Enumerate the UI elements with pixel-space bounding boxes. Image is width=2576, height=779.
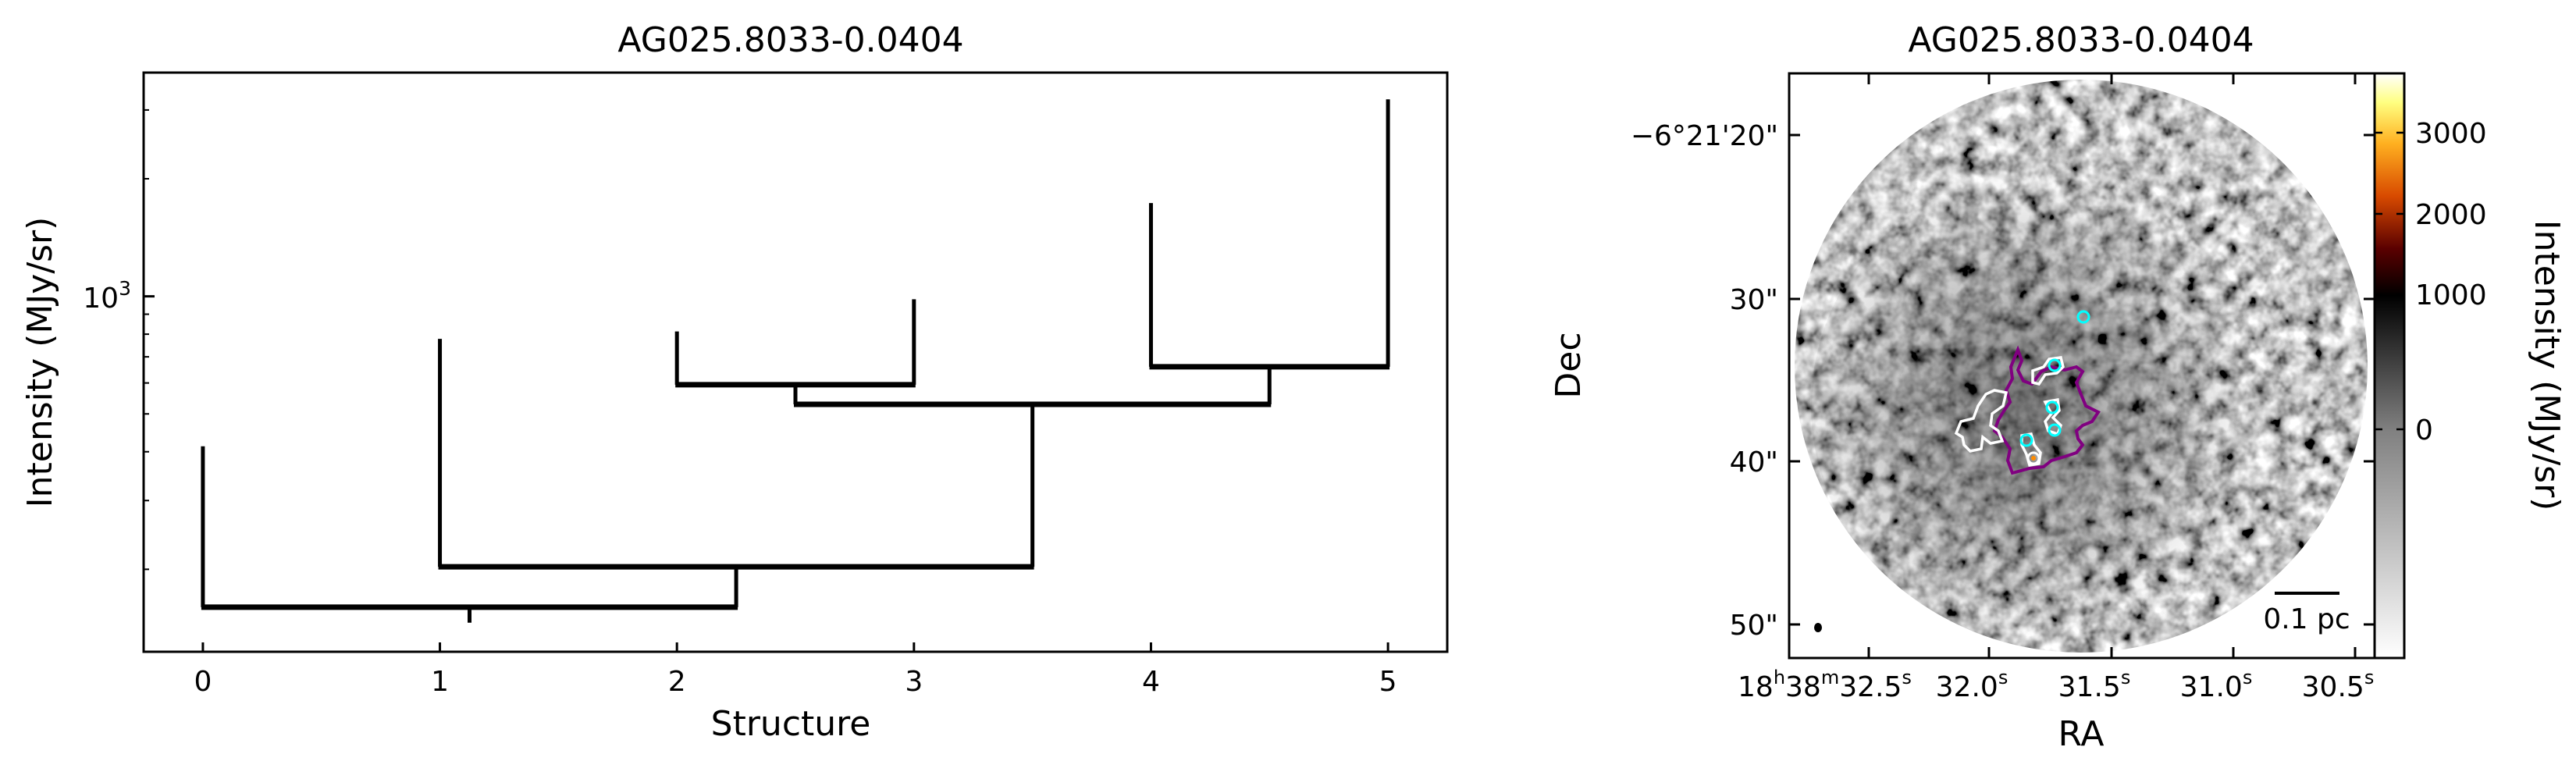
- core-circle: [2045, 400, 2059, 414]
- dendrogram-ytick-label-1000: 103: [83, 277, 131, 315]
- dendrogram-xtick-label: 4: [1142, 666, 1160, 698]
- dendrogram-xtick-label: 5: [1379, 666, 1397, 698]
- dec-tick-label: 50": [1730, 610, 1778, 642]
- ra-tick-label: 30.5s: [2302, 667, 2375, 703]
- dendrogram-xlabel: Structure: [711, 704, 871, 744]
- core-circle: [2076, 310, 2090, 324]
- peak-marker: [2031, 456, 2036, 461]
- dendrogram-ticks: 0 1 2 3 4 5: [144, 108, 1397, 698]
- core-circle: [2048, 423, 2062, 437]
- colorbar-label: Intensity (MJy/sr): [2527, 220, 2567, 511]
- image-title: AG025.8033-0.0404: [1908, 20, 2254, 60]
- ra-tick-label: 18h38m32.5s: [1738, 667, 1912, 703]
- dendrogram-xtick-label: 0: [194, 666, 212, 698]
- ra-tick-label: 31.0s: [2180, 667, 2253, 703]
- ra-tick-label: 31.5s: [2058, 667, 2131, 703]
- colorbar: [2373, 72, 2406, 660]
- dec-tick-label: 30": [1730, 284, 1778, 316]
- image-xlabel: RA: [2058, 714, 2105, 754]
- dendrogram-xtick-label: 2: [668, 666, 686, 698]
- left-white-contour: [1954, 389, 2008, 453]
- image-tick-labels: 18h38m32.5s 32.0s 31.5s 31.0s 30.5s −6°21'20"…: [1631, 120, 2374, 703]
- top-white-contour: [2031, 356, 2065, 386]
- core-circle: [2048, 358, 2062, 372]
- dec-tick-label: 40": [1730, 446, 1778, 478]
- core-circle: [2019, 433, 2033, 447]
- colorbar-tick-label: 1000: [2415, 279, 2487, 311]
- dendrogram-ylabel: Intensity (MJy/sr): [20, 217, 60, 508]
- dendrogram-title: AG025.8033-0.0404: [617, 20, 963, 60]
- scale-bar-label: 0.1 pc: [2263, 603, 2350, 635]
- colorbar-tick-label: 0: [2415, 414, 2433, 446]
- dendrogram-axes-frame: [142, 71, 1449, 653]
- dendrogram-lines: [201, 99, 1390, 623]
- ra-tick-label: 32.0s: [1936, 667, 2008, 703]
- colorbar-tick-label: 2000: [2415, 199, 2487, 231]
- image-panel: AG025.8033-0.0404 0.1 pc 1: [1549, 20, 2567, 754]
- dendrogram-xtick-label: 3: [905, 666, 923, 698]
- intensity-map: 0.1 pc: [1795, 80, 2368, 653]
- colorbar-tick-label: 3000: [2415, 118, 2487, 150]
- beam-ellipse: [1814, 623, 1822, 632]
- colorbar-ticks: 0 1000 2000 3000: [2375, 118, 2487, 446]
- core-circle: [2026, 451, 2041, 465]
- dec-tick-label: −6°21'20": [1631, 120, 1778, 152]
- image-ticks: [1789, 73, 2375, 658]
- dendrogram-xtick-label: 1: [431, 666, 449, 698]
- image-ylabel: Dec: [1549, 332, 1589, 398]
- dendrogram-panel: AG025.8033-0.0404 0 1 2 3 4 5 103 Structure I…: [20, 20, 1449, 744]
